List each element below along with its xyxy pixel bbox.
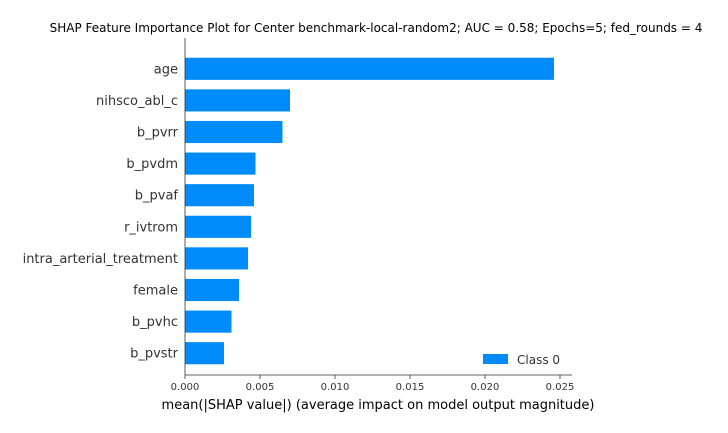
legend-swatch bbox=[483, 354, 508, 364]
x-tick-label: 0.025 bbox=[546, 382, 575, 393]
x-tick-label: 0.015 bbox=[396, 382, 425, 393]
bar-female bbox=[185, 278, 239, 302]
y-tick-label-b_pvaf: b_pvaf bbox=[135, 189, 179, 204]
y-tick-label-female: female bbox=[133, 284, 178, 299]
x-axis-label: mean(|SHAP value|) (average impact on mo… bbox=[162, 398, 595, 413]
bar-b_pvrr bbox=[185, 120, 283, 144]
bar-b_pvstr bbox=[185, 342, 224, 365]
y-tick-label-b_pvdm: b_pvdm bbox=[126, 157, 178, 172]
bar-age bbox=[185, 57, 554, 80]
x-tick-label: 0.000 bbox=[171, 382, 200, 393]
y-tick-label-intra_arterial_treatment: intra_arterial_treatment bbox=[23, 252, 178, 267]
y-tick-label-b_pvstr: b_pvstr bbox=[130, 347, 179, 362]
legend-label: Class 0 bbox=[517, 353, 560, 367]
y-tick-label-nihsco_abl_c: nihsco_abl_c bbox=[96, 94, 178, 109]
y-labels-group: age nihsco_abl_c b_pvrr b_pvdm b_pvaf r_ivtro… bbox=[23, 62, 179, 361]
chart-title: SHAP Feature Importance Plot for Center … bbox=[50, 21, 703, 35]
bar-r_ivtrom bbox=[185, 215, 251, 238]
bar-intra_arterial_treatment bbox=[185, 247, 248, 270]
bar-nihsco_abl_c bbox=[185, 89, 290, 112]
x-tick-label: 0.020 bbox=[471, 382, 500, 393]
y-tick-label-b_pvhc: b_pvhc bbox=[132, 315, 178, 330]
y-tick-label-age: age bbox=[154, 62, 178, 77]
bar-b_pvdm bbox=[185, 152, 256, 175]
legend: Class 0 bbox=[483, 353, 560, 367]
x-tick-label: 0.005 bbox=[246, 382, 275, 393]
bar-b_pvhc bbox=[185, 310, 232, 333]
y-tick-label-r_ivtrom: r_ivtrom bbox=[124, 220, 178, 235]
bar-b_pvaf bbox=[185, 184, 254, 207]
y-tick-label-b_pvrr: b_pvrr bbox=[137, 126, 179, 141]
bars-group bbox=[185, 57, 554, 365]
x-ticks-group: 0.000 0.005 0.010 0.015 0.020 0.025 bbox=[171, 375, 575, 393]
x-tick-label: 0.010 bbox=[321, 382, 350, 393]
